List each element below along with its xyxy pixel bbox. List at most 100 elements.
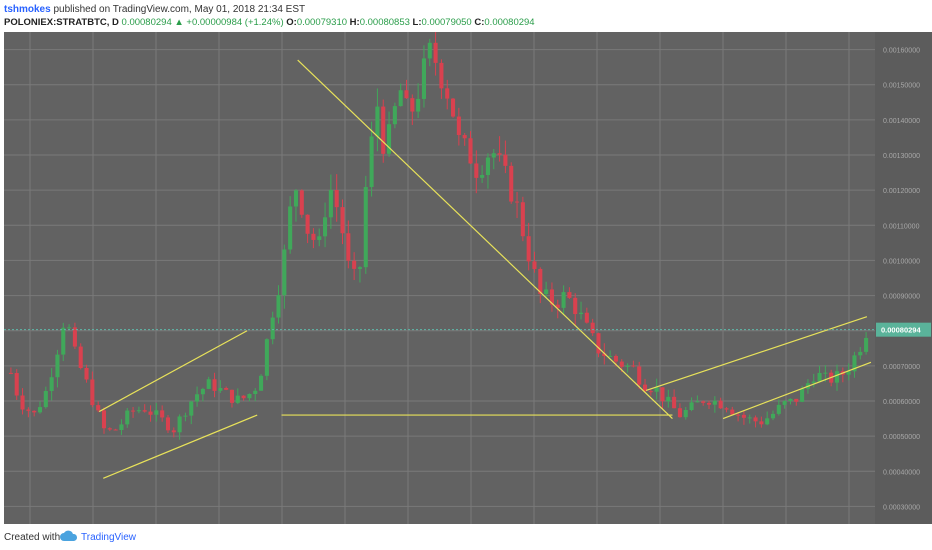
candle-down: [410, 98, 415, 112]
candle-up: [852, 355, 857, 372]
candle-up: [654, 387, 659, 392]
open-label: O:: [286, 17, 297, 28]
candle-down: [131, 410, 136, 412]
candle-down: [96, 405, 101, 411]
candle-up: [544, 289, 549, 295]
candle-down: [631, 365, 636, 367]
candle-down: [212, 379, 217, 391]
candle-down: [433, 42, 438, 63]
candle-up: [625, 365, 630, 367]
candle-up: [195, 394, 200, 402]
candle-down: [462, 135, 467, 139]
candle-down: [299, 190, 304, 215]
candle-up: [119, 424, 124, 431]
candle-up: [293, 190, 299, 207]
current-price-tag: [876, 322, 931, 337]
candle-down: [660, 387, 665, 402]
candle-down: [113, 429, 118, 431]
candle-up: [61, 327, 66, 355]
candle-down: [334, 190, 339, 208]
candle-down: [549, 289, 554, 305]
candle-up: [43, 390, 48, 408]
chart-header: tshmokes published on TradingView.com, M…: [0, 0, 932, 32]
candle-up: [770, 413, 776, 419]
candle-up: [37, 407, 43, 413]
candle-down: [14, 373, 19, 396]
candle-up: [788, 398, 793, 402]
candle-up: [259, 375, 264, 391]
candle-down: [794, 398, 799, 402]
candle-down: [346, 233, 351, 261]
candle-down: [736, 414, 741, 416]
candle-up: [846, 371, 851, 375]
candle-up: [416, 98, 421, 112]
candle-up: [253, 390, 258, 395]
candle-up: [392, 106, 397, 125]
y-tick-label: 0.00070000: [883, 364, 920, 371]
chart-footer: Created with TradingView: [0, 524, 932, 550]
candle-up: [288, 206, 293, 250]
candle-down: [520, 202, 525, 237]
price-change: +0.00000984 (+1.24%): [186, 17, 284, 28]
candle-down: [451, 98, 456, 117]
candle-down: [456, 116, 461, 136]
y-tick-label: 0.00120000: [883, 188, 920, 195]
tradingview-brand[interactable]: TradingView: [81, 532, 137, 543]
candle-up: [328, 190, 333, 218]
y-tick-label: 0.00040000: [883, 469, 920, 476]
y-tick-label: 0.00030000: [883, 504, 920, 511]
candle-down: [101, 410, 107, 429]
candle-up: [317, 236, 322, 240]
candlestick-chart[interactable]: 0.00160000 0.00150000 0.00140000 0.00130000…: [0, 22, 932, 524]
candle-up: [480, 175, 485, 178]
candle-down: [84, 368, 89, 380]
candle-down: [404, 90, 409, 99]
candle-down: [439, 62, 444, 89]
high-value: 0.00080853: [359, 17, 410, 28]
candle-down: [741, 414, 746, 418]
candle-up: [369, 136, 374, 188]
low-label: L:: [412, 17, 422, 28]
candle-down: [526, 236, 531, 262]
candle-down: [229, 389, 235, 403]
y-tick-label: 0.00100000: [883, 258, 920, 265]
candle-up: [427, 42, 432, 59]
candle-down: [305, 214, 310, 234]
candle-down: [8, 372, 13, 374]
tradingview-cloud-icon: [60, 530, 78, 541]
candle-down: [753, 417, 758, 422]
candle-up: [323, 217, 328, 237]
candle-down: [497, 153, 502, 155]
candle-down: [148, 411, 153, 415]
candle-up: [776, 404, 781, 414]
candle-down: [107, 428, 112, 430]
author-link[interactable]: tshmokes: [4, 4, 51, 15]
candle-down: [474, 163, 479, 178]
open-value: 0.00079310: [296, 17, 348, 28]
candle-down: [642, 384, 648, 392]
candle-down: [567, 292, 572, 298]
candle-up: [189, 401, 194, 416]
candle-down: [78, 346, 83, 369]
candle-down: [677, 408, 682, 418]
candle-down: [701, 401, 706, 403]
current-price-label: 0.00080294: [881, 326, 921, 335]
candle-down: [573, 297, 578, 315]
candle-down: [311, 233, 316, 240]
trendline: [645, 316, 868, 392]
candle-up: [183, 415, 188, 417]
candle-up: [136, 410, 141, 412]
candle-down: [532, 261, 537, 269]
candle-down: [596, 333, 601, 354]
publish-info: tshmokes published on TradingView.com, M…: [4, 4, 305, 15]
chart-area[interactable]: 0.00160000 0.00150000 0.00140000 0.00130000…: [0, 22, 932, 524]
y-tick-label: 0.00060000: [883, 399, 920, 406]
candle-up: [154, 410, 159, 415]
y-tick-label: 0.00090000: [883, 294, 920, 301]
y-tick-label: 0.00140000: [883, 118, 920, 125]
price-axis-background: [875, 32, 932, 524]
y-tick-label: 0.00160000: [883, 48, 920, 55]
candle-down: [730, 409, 735, 415]
candle-up: [357, 267, 362, 269]
candle-up: [67, 327, 72, 329]
